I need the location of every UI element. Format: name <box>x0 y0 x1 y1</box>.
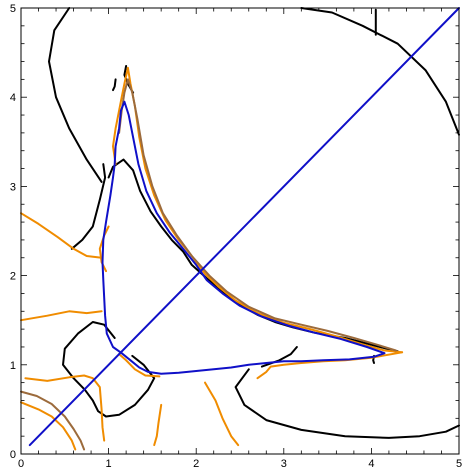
brown-curve-21-1 <box>20 390 86 451</box>
y-tick-label-3: 3 <box>10 181 16 193</box>
black-curve-10-2 <box>112 78 117 92</box>
x-tick-label-4: 4 <box>368 458 374 468</box>
x-tick-label-0: 0 <box>18 458 24 468</box>
orange-curve-19-1 <box>204 381 240 447</box>
black-curve-7-1 <box>62 321 156 418</box>
black-curve-8-1 <box>234 368 460 439</box>
brown-curve-22-1 <box>118 78 397 352</box>
orange-curve-14-1 <box>24 374 106 442</box>
blue-curve-23-1 <box>28 7 460 447</box>
x-tick-label-5: 5 <box>456 458 462 468</box>
y-tick-label-1: 1 <box>10 360 16 372</box>
orange-curve-15-1 <box>112 66 404 354</box>
orange-curve-12-1 <box>20 310 103 322</box>
x-tick-label-1: 1 <box>106 458 112 468</box>
plot-frame <box>20 7 460 455</box>
x-tick-label-2: 2 <box>193 458 199 468</box>
x-tick-label-3: 3 <box>281 458 287 468</box>
black-curve-2-1 <box>300 7 460 136</box>
black-curve-4-1 <box>70 163 107 250</box>
y-tick-label-0: 0 <box>10 449 16 461</box>
orange-curve-18-1 <box>153 403 163 447</box>
orange-curve-11-1 <box>20 212 103 259</box>
blue-curve-24-1 <box>101 100 386 375</box>
plot-area <box>20 7 460 451</box>
y-tick-label-4: 4 <box>10 92 16 104</box>
y-tick-label-5: 5 <box>10 3 16 15</box>
y-tick-label-2: 2 <box>10 271 16 283</box>
black-curve-1-1 <box>48 7 103 183</box>
orange-curve-17-1 <box>118 353 161 378</box>
orange-curve-13-1 <box>20 401 77 451</box>
orange-curve-16-1 <box>256 351 404 380</box>
axes: 0 1 2 3 4 5 0 1 2 3 4 5 <box>10 3 462 468</box>
